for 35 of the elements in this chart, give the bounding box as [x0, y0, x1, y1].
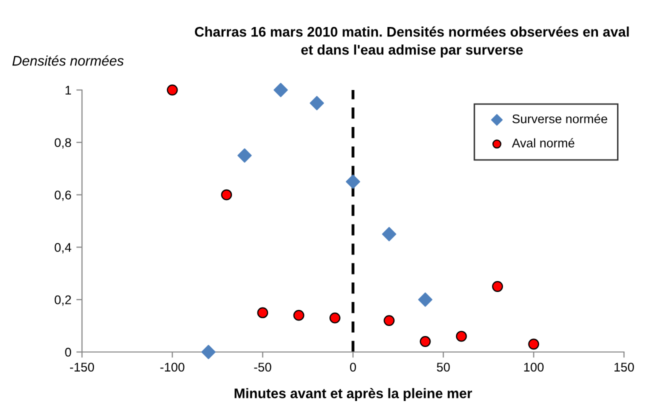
point [293, 310, 304, 321]
point [456, 330, 467, 342]
point [329, 312, 340, 324]
point [257, 307, 268, 318]
point [346, 174, 360, 189]
point [237, 148, 252, 163]
x-tick-label: -150 [70, 362, 94, 372]
y-axis-title: Densités normées [12, 55, 124, 66]
point [382, 226, 396, 242]
x-tick-label: 50 [436, 362, 450, 372]
y-tick-label: 0,8 [54, 138, 72, 149]
y-tick-label: 0,4 [54, 243, 72, 254]
point [420, 336, 431, 347]
x-tick-label: -100 [160, 362, 184, 372]
point [418, 292, 432, 307]
legend-label: Aval normé [512, 138, 574, 148]
x-tick-label: 0 [350, 362, 356, 372]
y-tick-label: 1 [66, 86, 71, 95]
chart-title: Charras 16 mars 2010 matin. Densités normées observées en aval et dans l'eau admise par surverse [194, 26, 629, 58]
x-tick-label: 150 [614, 362, 634, 372]
point [384, 315, 395, 326]
x-axis-title: Minutes avant et après la pleine mer [234, 388, 472, 402]
point [528, 338, 540, 350]
point [274, 82, 288, 98]
y-tick-label: 0,6 [54, 190, 72, 201]
point [310, 96, 324, 110]
point [201, 344, 216, 360]
x-tick-label: -50 [254, 362, 272, 372]
y-tick-label: 0,2 [54, 295, 71, 306]
x-tick-label: 100 [524, 362, 544, 372]
point [221, 189, 232, 200]
y-tick-label: 0 [65, 348, 72, 357]
point [492, 281, 503, 292]
point [166, 84, 178, 96]
legend-label: Surverse normée [512, 114, 608, 124]
